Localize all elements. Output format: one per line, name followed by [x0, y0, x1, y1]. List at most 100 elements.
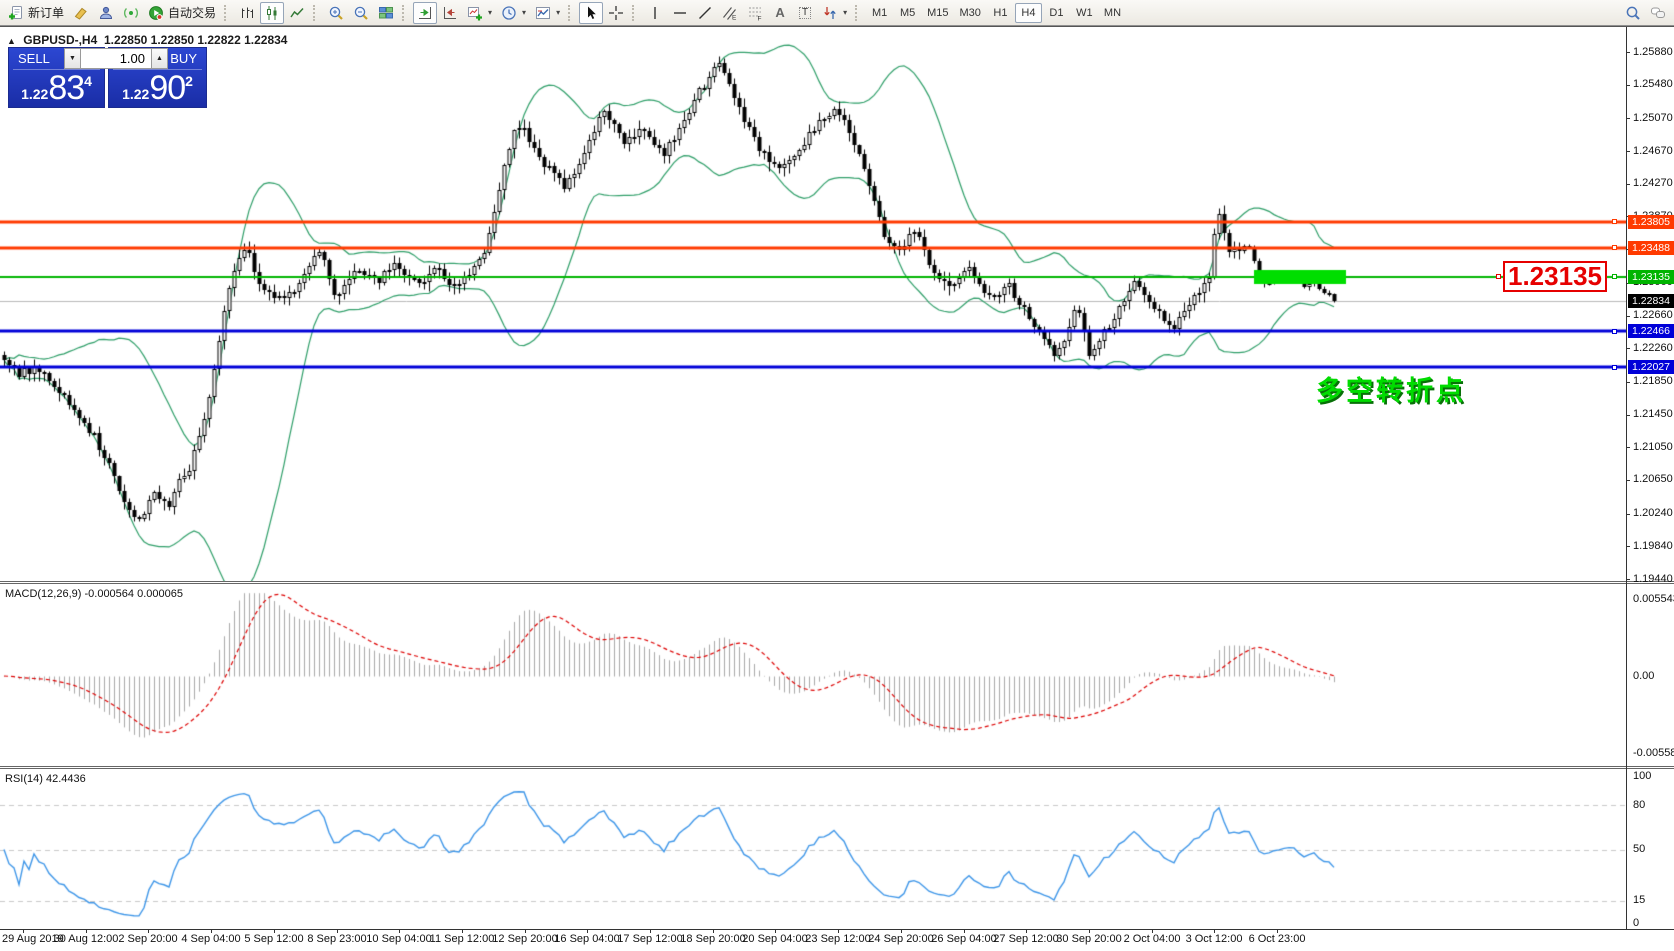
fibonacci-icon: F — [747, 5, 763, 21]
time-tick-mark — [1214, 929, 1215, 933]
timeframe-m5[interactable]: M5 — [894, 3, 921, 23]
add-indicator-icon — [467, 5, 483, 21]
rsi-scale-label: 80 — [1633, 799, 1646, 811]
sell-button[interactable]: SELL 1.22834 — [8, 47, 105, 108]
candlestick-chart-button[interactable] — [260, 1, 285, 24]
tile-windows-button[interactable] — [374, 2, 398, 24]
autotrading-button[interactable]: 自动交易 — [144, 2, 220, 24]
timeframe-m30[interactable]: M30 — [955, 3, 986, 23]
vertical-line-button[interactable] — [643, 2, 667, 24]
timeframe-m15[interactable]: M15 — [922, 3, 953, 23]
search-button[interactable] — [1621, 2, 1645, 24]
time-axis-label: 12 Sep 20:00 — [492, 933, 558, 945]
callout-anchor-handle[interactable] — [1496, 274, 1501, 279]
time-axis-label: 27 Sep 12:00 — [993, 933, 1059, 945]
macd-label: MACD(12,26,9) -0.000564 0.000065 — [5, 588, 183, 600]
one-click-trading-panel: SELL 1.22834 BUY 1.22902 ▼ 1.00 ▲ — [8, 47, 207, 108]
timeframe-m1[interactable]: M1 — [866, 3, 893, 23]
line-anchor-handle[interactable] — [1612, 274, 1617, 279]
highlighter-button[interactable] — [69, 2, 93, 24]
line-anchor-handle[interactable] — [1612, 365, 1617, 370]
crosshair-button[interactable] — [604, 2, 628, 24]
time-tick-mark — [775, 929, 776, 933]
time-axis-label: 10 Sep 04:00 — [366, 933, 432, 945]
auto-scroll-button[interactable] — [413, 1, 438, 24]
trendline-button[interactable] — [693, 2, 717, 24]
volume-input[interactable]: 1.00 — [81, 48, 151, 69]
chart-shift-button[interactable] — [438, 2, 462, 24]
svg-text:F: F — [758, 15, 762, 21]
line-anchor-handle[interactable] — [1612, 329, 1617, 334]
timeframe-h1[interactable]: H1 — [987, 3, 1014, 23]
main-chart-canvas[interactable] — [0, 27, 1626, 581]
macd-indicator-canvas[interactable] — [0, 584, 1626, 766]
time-tick-mark — [587, 929, 588, 933]
time-axis-label: 30 Sep 20:00 — [1056, 933, 1122, 945]
cursor-icon — [583, 5, 599, 21]
time-axis-label: 17 Sep 12:00 — [617, 933, 683, 945]
profiles-button[interactable] — [94, 2, 118, 24]
price-tick-label: 1.21050 — [1633, 441, 1673, 453]
time-tick-mark — [1089, 929, 1090, 933]
price-tick-label: 1.25880 — [1633, 46, 1673, 58]
fibonacci-button[interactable]: F — [743, 2, 767, 24]
text-tool-button[interactable]: A — [768, 2, 792, 24]
chat-icon — [1650, 5, 1666, 21]
horizontal-line-button[interactable] — [668, 2, 692, 24]
price-tick-mark — [1626, 579, 1630, 580]
macd-scale-label: -0.005583 — [1633, 747, 1674, 759]
line-anchor-handle[interactable] — [1612, 219, 1617, 224]
cursor-button[interactable] — [579, 1, 604, 24]
price-level-badge: 1.23488 — [1628, 241, 1674, 255]
price-tick-mark — [1626, 480, 1630, 481]
signals-button[interactable] — [119, 2, 143, 24]
time-axis-label: 26 Sep 04:00 — [931, 933, 997, 945]
price-tick-mark — [1626, 447, 1630, 448]
price-tick-mark — [1626, 316, 1630, 317]
toolbar: 新订单 自动交易 ▾ ▾ ▾ E F A T ▾ M1 M5 M15 M30 H1 H4 D… — [0, 0, 1674, 26]
toolbar-grip — [568, 4, 575, 21]
price-callout-box[interactable]: 1.23135 — [1503, 261, 1607, 292]
time-tick-mark — [964, 929, 965, 933]
arrows-button[interactable]: ▾ — [818, 2, 851, 24]
panel-separator[interactable] — [0, 766, 1674, 769]
time-tick-mark — [713, 929, 714, 933]
zoom-out-button[interactable] — [349, 2, 373, 24]
line-anchor-handle[interactable] — [1612, 245, 1617, 250]
rsi-scale-label: 15 — [1633, 894, 1646, 906]
bar-chart-button[interactable] — [235, 2, 259, 24]
price-axis-border — [1626, 27, 1627, 929]
price-tick-label: 1.25480 — [1633, 78, 1673, 90]
time-tick-mark — [23, 929, 24, 933]
equidistant-channel-button[interactable]: E — [718, 2, 742, 24]
symbol-timeframe: GBPUSD-,H4 — [23, 33, 98, 47]
chat-button[interactable] — [1646, 2, 1670, 24]
price-tick-label: 1.21850 — [1633, 375, 1673, 387]
volume-up-button[interactable]: ▲ — [151, 48, 168, 69]
time-tick-mark — [525, 929, 526, 933]
zoom-in-button[interactable] — [324, 2, 348, 24]
periods-button[interactable]: ▾ — [497, 2, 530, 24]
timeframe-w1[interactable]: W1 — [1071, 3, 1098, 23]
timeframe-mn[interactable]: MN — [1099, 3, 1126, 23]
text-label-button[interactable]: T — [793, 2, 817, 24]
rsi-indicator-canvas[interactable] — [0, 769, 1626, 929]
time-axis-label: 3 Oct 12:00 — [1185, 933, 1243, 945]
toolbar-grip — [313, 4, 320, 21]
timeframe-h4[interactable]: H4 — [1014, 2, 1042, 23]
line-chart-button[interactable] — [285, 2, 309, 24]
add-indicator-button[interactable]: ▾ — [463, 2, 496, 24]
time-tick-mark — [274, 929, 275, 933]
templates-button[interactable]: ▾ — [531, 2, 564, 24]
timeframe-d1[interactable]: D1 — [1043, 3, 1070, 23]
toolbar-grip — [224, 4, 231, 21]
volume-down-button[interactable]: ▼ — [64, 48, 81, 69]
price-axis: 1.25880 1.25480 1.25070 1.24670 1.24270 1.238… — [1626, 27, 1674, 951]
new-order-button[interactable]: 新订单 — [4, 2, 68, 24]
panel-separator[interactable] — [0, 581, 1674, 584]
zoom-in-icon — [328, 5, 344, 21]
candlestick-chart-icon — [264, 5, 280, 21]
sell-price: 1.22834 — [21, 69, 92, 107]
chart-window: ▲ GBPUSD-,H4 1.22850 1.22850 1.22822 1.2… — [0, 26, 1674, 950]
time-tick-mark — [148, 929, 149, 933]
